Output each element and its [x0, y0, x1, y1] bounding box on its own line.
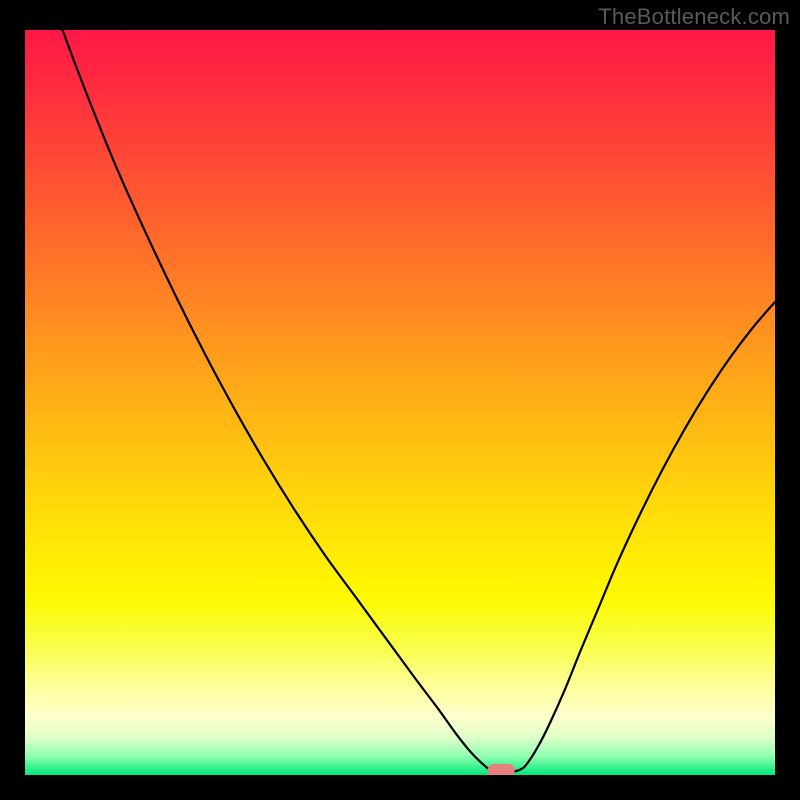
- watermark-text: TheBottleneck.com: [598, 4, 790, 30]
- chart-frame: TheBottleneck.com: [0, 0, 800, 800]
- plot-area: [25, 30, 775, 775]
- optimal-point-marker: [488, 764, 515, 775]
- gradient-background: [25, 30, 775, 775]
- bottleneck-curve-chart: [25, 30, 775, 775]
